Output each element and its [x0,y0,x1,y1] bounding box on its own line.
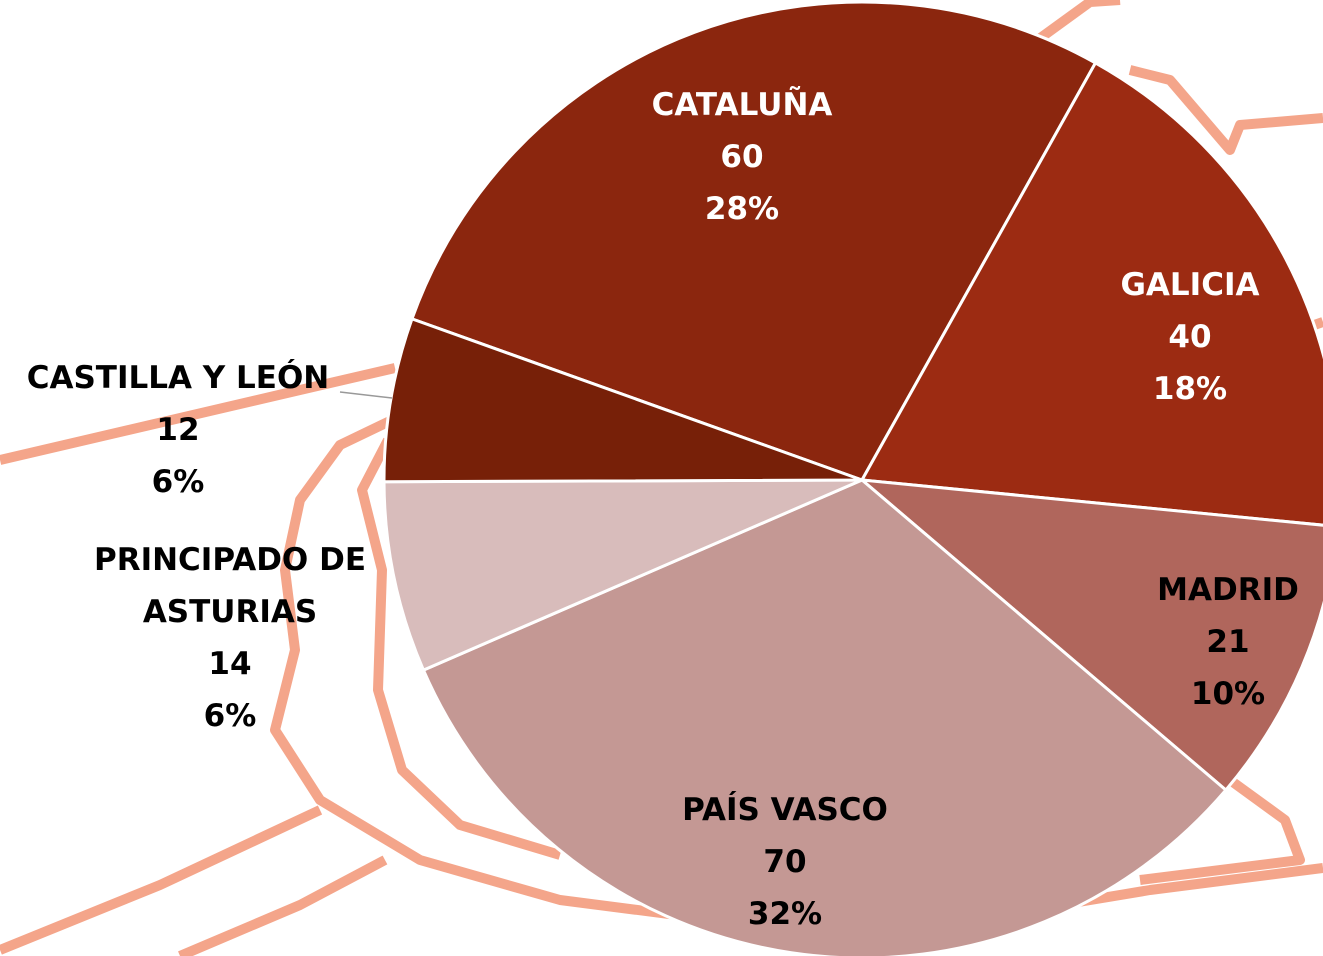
label-percent: 10% [1157,668,1299,720]
label-value: 12 [27,404,330,456]
label-percent: 18% [1120,363,1259,415]
label-value: 70 [682,836,888,888]
leader-line [340,392,392,398]
label-value: 14 [70,638,390,690]
label-value: 40 [1120,311,1259,363]
chart: CATALUÑA6028% GALICIA4018% MADRID2110% PAÍS… [0,0,1323,956]
label-percent: 32% [682,888,888,940]
label-name: MADRID [1157,564,1299,616]
label-value: 60 [652,131,833,183]
deco-line [180,860,385,956]
label-percent: 6% [70,690,390,742]
label-value: 21 [1157,616,1299,668]
label-percent: 6% [27,456,330,508]
label-percent: 28% [652,183,833,235]
label-name: PRINCIPADO DE ASTURIAS [70,534,390,638]
deco-line [0,810,320,950]
label-name: GALICIA [1120,259,1259,311]
label-name: PAÍS VASCO [682,784,888,836]
label-name: CASTILLA Y LEÓN [27,352,330,404]
label-name: CATALUÑA [652,79,833,131]
